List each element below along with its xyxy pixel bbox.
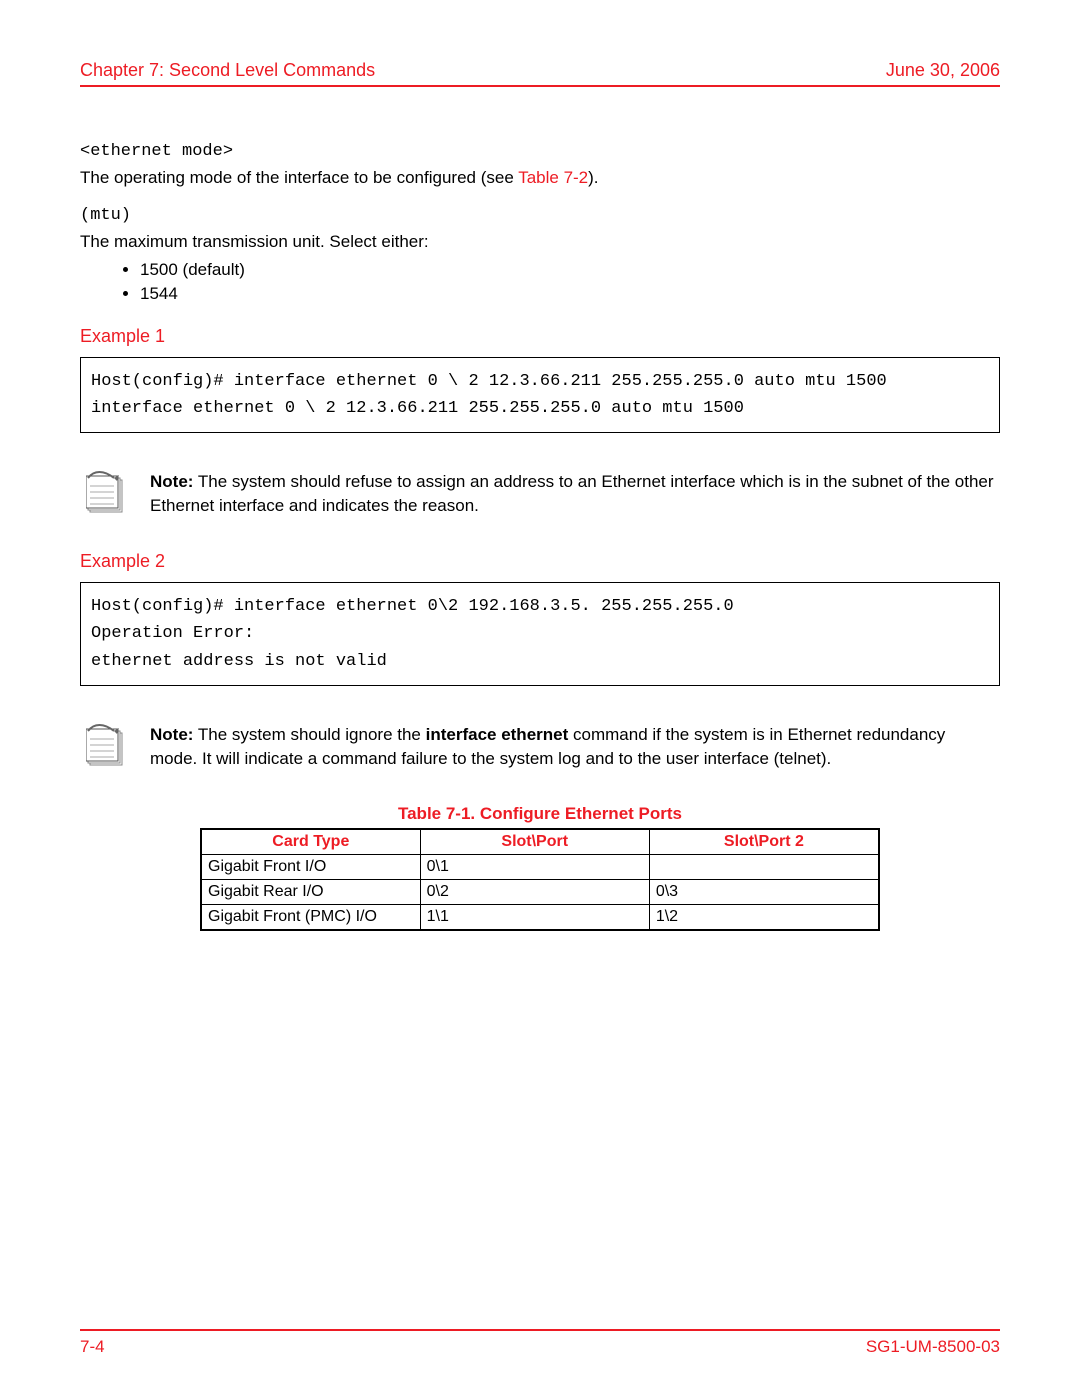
page-number: 7-4	[80, 1337, 105, 1357]
page-footer: 7-4 SG1-UM-8500-03	[80, 1329, 1000, 1357]
table-caption: Table 7-1. Configure Ethernet Ports	[80, 804, 1000, 824]
col-card-type: Card Type	[201, 829, 420, 855]
param-mtu-desc: The maximum transmission unit. Select ei…	[80, 231, 1000, 254]
configure-ethernet-ports-table: Card Type Slot\Port Slot\Port 2 Gigabit …	[200, 828, 880, 931]
note1-block: Note: The system should refuse to assign…	[80, 468, 1000, 521]
cell: 1\2	[649, 904, 879, 930]
cell: 0\1	[420, 854, 649, 879]
desc-post: ).	[588, 168, 598, 187]
cell: Gigabit Front I/O	[201, 854, 420, 879]
page: Chapter 7: Second Level Commands June 30…	[0, 0, 1080, 1397]
footer-row: 7-4 SG1-UM-8500-03	[80, 1337, 1000, 1357]
example2-title: Example 2	[80, 551, 1000, 572]
cell: 1\1	[420, 904, 649, 930]
param-mtu-name: (mtu)	[80, 206, 1000, 225]
header-date: June 30, 2006	[886, 60, 1000, 81]
footer-rule	[80, 1329, 1000, 1331]
note-icon	[86, 721, 128, 774]
mtu-options-list: 1500 (default) 1544	[80, 260, 1000, 304]
header-rule	[80, 85, 1000, 87]
note-body: The system should refuse to assign an ad…	[150, 472, 994, 515]
col-slot-port: Slot\Port	[420, 829, 649, 855]
chapter-title: Chapter 7: Second Level Commands	[80, 60, 375, 81]
example1-code: Host(config)# interface ethernet 0 \ 2 1…	[80, 357, 1000, 433]
cell: 0\3	[649, 879, 879, 904]
cell: Gigabit Rear I/O	[201, 879, 420, 904]
table-row: Gigabit Front (PMC) I/O 1\1 1\2	[201, 904, 879, 930]
note-label: Note:	[150, 472, 193, 491]
page-header: Chapter 7: Second Level Commands June 30…	[80, 60, 1000, 81]
note1-text: Note: The system should refuse to assign…	[150, 468, 994, 518]
table-row: Gigabit Front I/O 0\1	[201, 854, 879, 879]
note2-block: Note: The system should ignore the inter…	[80, 721, 1000, 774]
cell	[649, 854, 879, 879]
note-label: Note:	[150, 725, 193, 744]
list-item: 1500 (default)	[140, 260, 1000, 280]
table-row: Gigabit Rear I/O 0\2 0\3	[201, 879, 879, 904]
note-pre: The system should ignore the	[193, 725, 425, 744]
table-ref-link[interactable]: Table 7-2	[518, 168, 588, 187]
desc-pre: The operating mode of the interface to b…	[80, 168, 518, 187]
note2-text: Note: The system should ignore the inter…	[150, 721, 994, 771]
cell: Gigabit Front (PMC) I/O	[201, 904, 420, 930]
example2-code: Host(config)# interface ethernet 0\2 192…	[80, 582, 1000, 686]
table-header-row: Card Type Slot\Port Slot\Port 2	[201, 829, 879, 855]
note-icon	[86, 468, 128, 521]
param-ethernet-mode-desc: The operating mode of the interface to b…	[80, 167, 1000, 190]
list-item: 1544	[140, 284, 1000, 304]
example1-title: Example 1	[80, 326, 1000, 347]
note-bold-cmd: interface ethernet	[426, 725, 569, 744]
col-slot-port-2: Slot\Port 2	[649, 829, 879, 855]
param-ethernet-mode-name: <ethernet mode>	[80, 142, 1000, 161]
cell: 0\2	[420, 879, 649, 904]
doc-id: SG1-UM-8500-03	[866, 1337, 1000, 1357]
